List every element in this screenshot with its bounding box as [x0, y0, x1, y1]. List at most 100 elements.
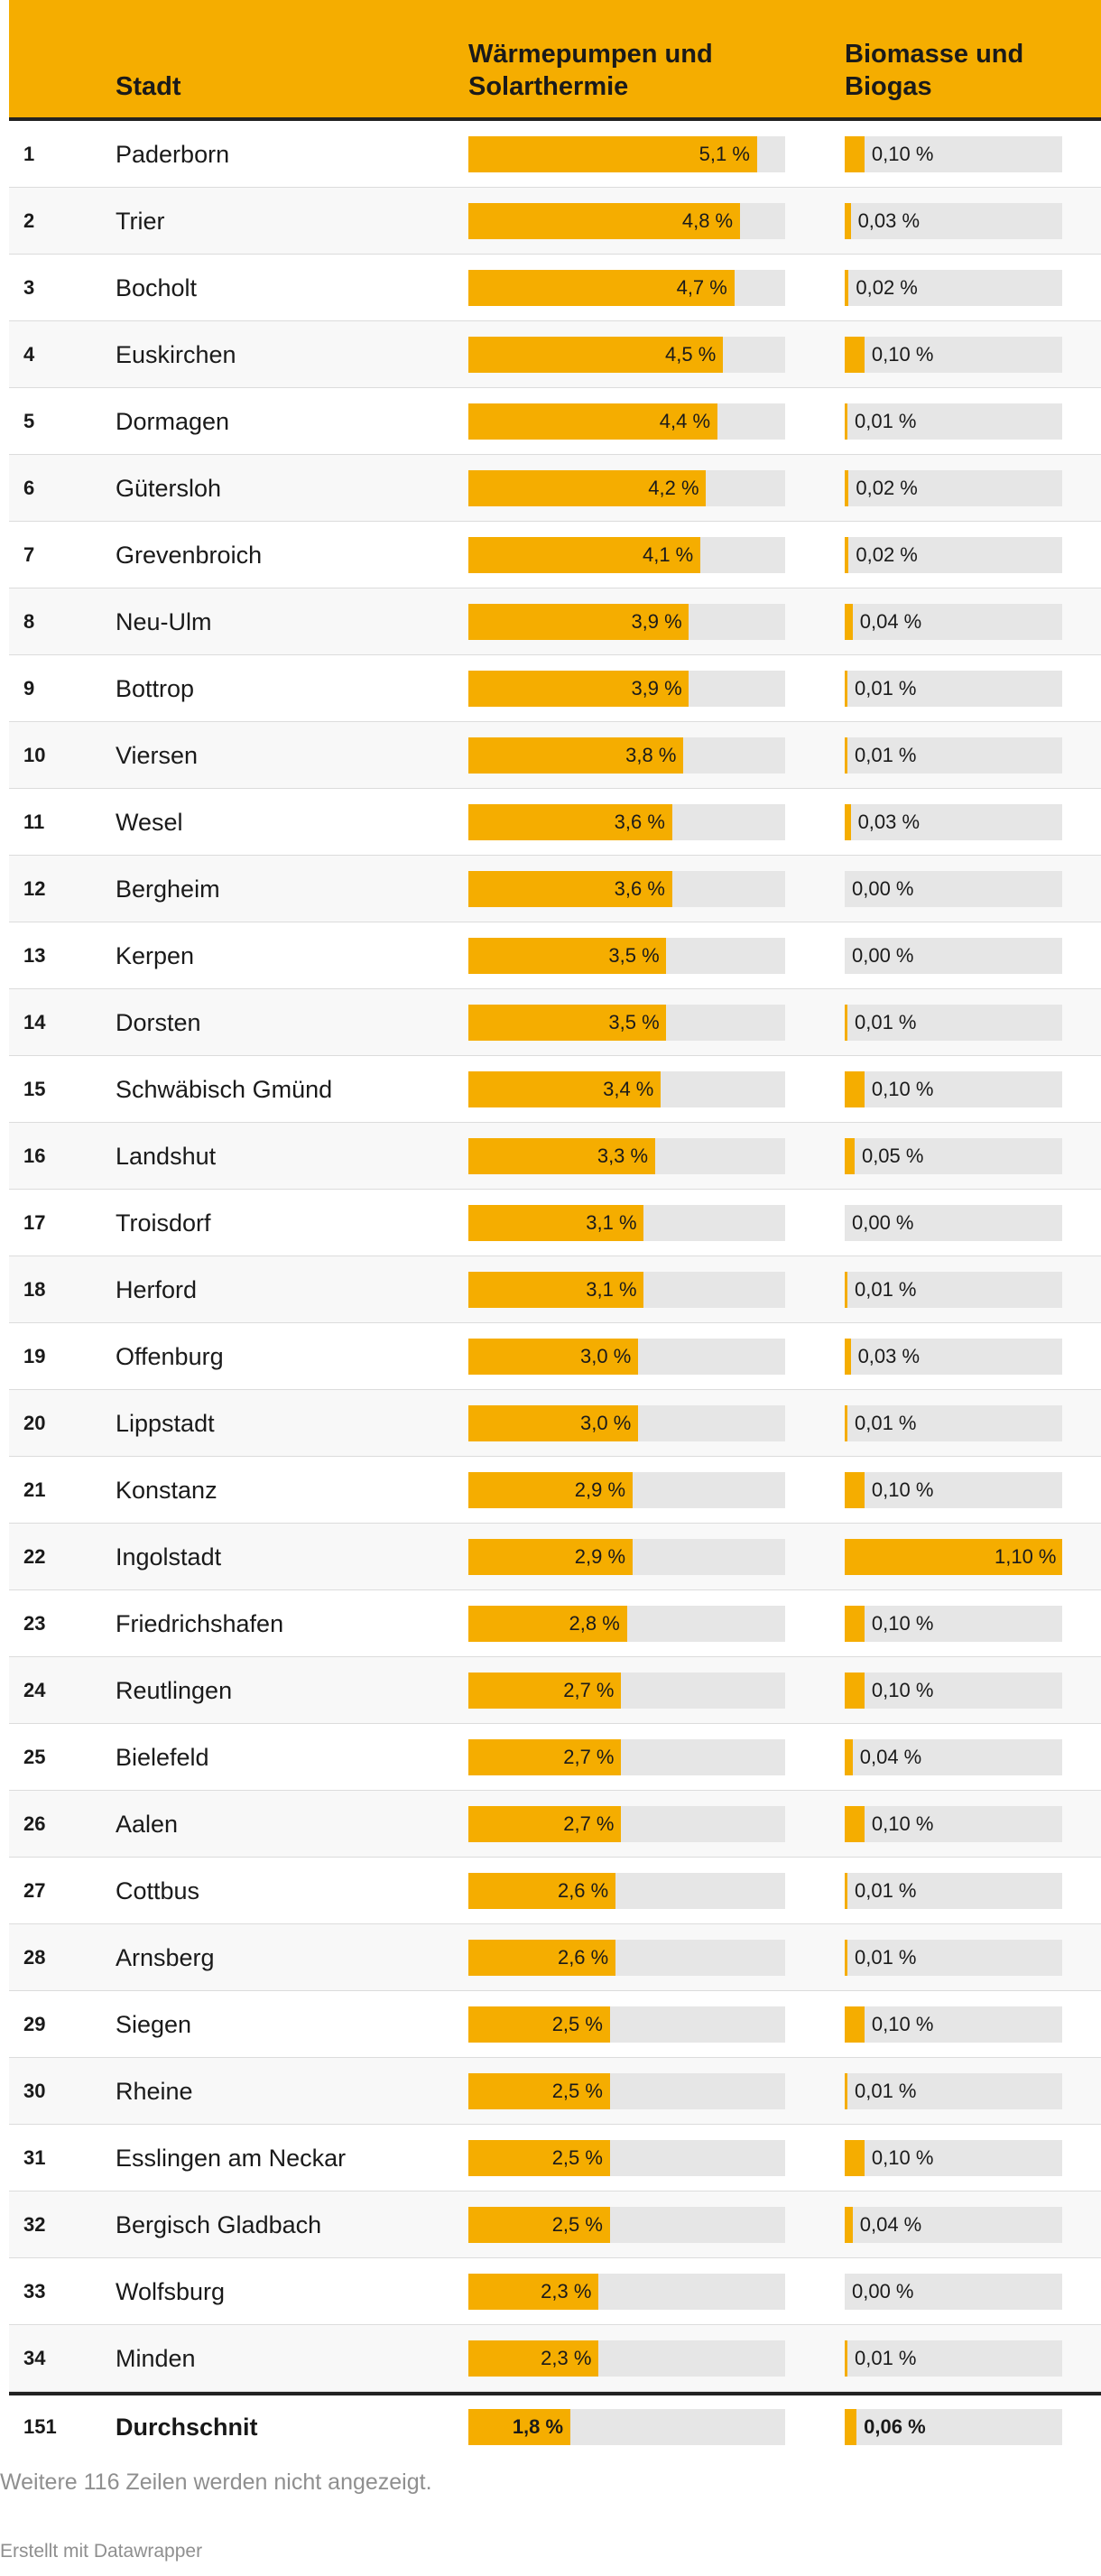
bio-bar-track: 0,00 %	[845, 1205, 1062, 1241]
row-city: Grevenbroich	[116, 542, 263, 569]
heat-value-label: 2,5 %	[551, 2013, 603, 2035]
row-rank: 17	[23, 1211, 46, 1234]
row-city: Viersen	[116, 742, 199, 769]
bio-bar-track: 0,10 %	[845, 136, 1062, 172]
heat-bar-track: 4,4 %	[468, 403, 785, 440]
bio-value-label: 0,01 %	[855, 2347, 917, 2369]
bio-bar	[845, 1138, 855, 1174]
bio-bar	[845, 1539, 1062, 1575]
bio-bar-track: 0,05 %	[845, 1138, 1062, 1174]
heat-value-label: 2,7 %	[563, 1746, 615, 1768]
bio-bar-track: 0,03 %	[845, 203, 1062, 239]
bio-value-label: 0,10 %	[871, 1078, 934, 1100]
table-row: 1 Paderborn 5,1 % 0,10 %	[9, 121, 1101, 188]
heat-bar-track: 3,6 %	[468, 804, 785, 840]
table-row: 10 Viersen 3,8 % 0,01 %	[9, 722, 1101, 789]
row-rank: 8	[23, 610, 35, 633]
bio-value-label: 0,10 %	[871, 2013, 934, 2035]
bio-bar	[845, 2140, 865, 2176]
heat-value-label: 2,3 %	[541, 2347, 592, 2369]
column-header-biomass[interactable]: Biomasse und Biogas	[845, 40, 1024, 101]
heat-value-label: 3,9 %	[631, 677, 682, 700]
row-city: Euskirchen	[116, 341, 236, 368]
bio-bar-track: 0,01 %	[845, 1005, 1062, 1041]
bio-bar	[845, 1272, 847, 1308]
heat-value-label: 2,6 %	[557, 1879, 609, 1902]
bio-value-label: 0,01 %	[855, 677, 917, 700]
heat-bar	[468, 136, 757, 172]
bio-value-label: 0,01 %	[855, 744, 917, 766]
table-row: 31 Esslingen am Neckar 2,5 % 0,10 %	[9, 2125, 1101, 2191]
heat-bar	[468, 2006, 610, 2043]
table-row: 6 Gütersloh 4,2 % 0,02 %	[9, 455, 1101, 522]
bio-bar	[845, 403, 847, 440]
total-rank: 151	[23, 2415, 57, 2438]
heat-bar-track: 2,5 %	[468, 2006, 785, 2043]
bio-bar	[845, 2006, 865, 2043]
heat-bar-track: 2,5 %	[468, 2073, 785, 2109]
heat-bar-track: 2,7 %	[468, 1673, 785, 1709]
bio-value-label: 0,01 %	[855, 2080, 917, 2102]
heat-bar-track: 3,1 %	[468, 1272, 785, 1308]
datawrapper-credit[interactable]: Erstellt mit Datawrapper	[0, 2541, 203, 2562]
row-rank: 21	[23, 1478, 46, 1501]
heat-bar	[468, 1472, 633, 1508]
row-city: Gütersloh	[116, 475, 222, 502]
total-heat-label: 1,8 %	[512, 2415, 564, 2438]
table-row: 29 Siegen 2,5 % 0,10 %	[9, 1991, 1101, 2058]
column-header-city[interactable]: Stadt	[116, 72, 181, 101]
heat-bar-track: 3,9 %	[468, 671, 785, 707]
bio-bar	[845, 1873, 847, 1909]
heat-bar-track: 2,5 %	[468, 2207, 785, 2243]
bio-bar-track: 0,10 %	[845, 1673, 1062, 1709]
row-rank: 26	[23, 1812, 46, 1835]
table-header: Stadt Wärmepumpen und Solarthermie Bioma…	[9, 0, 1101, 121]
heat-value-label: 3,5 %	[608, 944, 660, 967]
bio-value-label: 0,03 %	[857, 811, 921, 833]
bio-bar	[845, 470, 849, 506]
bio-value-label: 0,05 %	[861, 1144, 924, 1167]
heat-bar-track: 3,0 %	[468, 1339, 785, 1375]
table-row: 28 Arnsberg 2,6 % 0,01 %	[9, 1924, 1101, 1991]
row-rank: 32	[23, 2213, 46, 2236]
bio-value-label: 0,01 %	[855, 1278, 917, 1301]
bio-value-label: 0,04 %	[859, 2213, 922, 2236]
heat-bar	[468, 1005, 667, 1041]
heat-value-label: 3,9 %	[631, 610, 682, 633]
heat-bar	[468, 1138, 655, 1174]
bio-value-label: 0,10 %	[871, 1679, 934, 1701]
heat-bar-track: 2,7 %	[468, 1806, 785, 1842]
table-row: 26 Aalen 2,7 % 0,10 %	[9, 1791, 1101, 1858]
row-city: Wolfsburg	[116, 2278, 226, 2305]
heat-bar-track: 3,3 %	[468, 1138, 785, 1174]
heat-value-label: 3,1 %	[586, 1211, 637, 1234]
row-city: Paderborn	[116, 141, 230, 168]
heat-value-label: 2,9 %	[574, 1545, 626, 1568]
row-city: Reutlingen	[116, 1677, 233, 1704]
bio-bar-track: 0,10 %	[845, 1472, 1062, 1508]
heat-bar-track: 3,6 %	[468, 871, 785, 907]
bio-bar	[845, 1472, 865, 1508]
bio-bar	[845, 1673, 865, 1709]
bio-bar	[845, 337, 865, 373]
row-rank: 10	[23, 744, 46, 766]
bio-value-label: 1,10 %	[995, 1545, 1057, 1568]
bio-value-label: 0,02 %	[856, 543, 918, 566]
row-city: Bocholt	[116, 274, 198, 301]
table-row: 13 Kerpen 3,5 % 0,00 %	[9, 922, 1101, 989]
table-row: 2 Trier 4,8 % 0,03 %	[9, 188, 1101, 255]
bio-bar-track: 0,10 %	[845, 2006, 1062, 2043]
heat-value-label: 2,7 %	[563, 1812, 615, 1835]
column-header-heat-pumps[interactable]: Wärmepumpen und Solarthermie	[468, 40, 713, 101]
table-row: 7 Grevenbroich 4,1 % 0,02 %	[9, 522, 1101, 588]
bio-bar	[845, 136, 865, 172]
heat-bar	[468, 2340, 599, 2377]
heat-bar-track: 4,7 %	[468, 270, 785, 306]
heat-bar-track: 3,5 %	[468, 938, 785, 974]
heat-value-label: 2,3 %	[541, 2280, 592, 2303]
heat-value-label: 4,5 %	[665, 343, 717, 366]
row-rank: 27	[23, 1879, 46, 1902]
heat-bar	[468, 337, 724, 373]
heat-value-label: 4,8 %	[681, 209, 734, 232]
bio-bar	[845, 203, 851, 239]
